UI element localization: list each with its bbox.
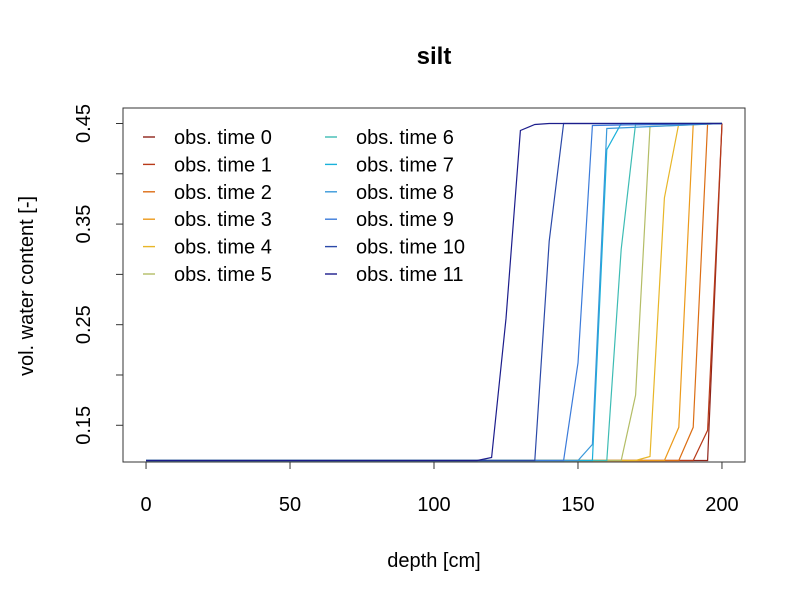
legend-label: obs. time 9: [356, 209, 454, 231]
legend-label: obs. time 0: [174, 127, 272, 149]
legend-label: obs. time 5: [174, 264, 272, 286]
legend-label: obs. time 4: [174, 237, 272, 259]
x-tick-label: 50: [279, 494, 301, 516]
legend-label: obs. time 3: [174, 209, 272, 231]
x-tick-label: 0: [140, 494, 151, 516]
y-axis-label: vol. water content [-]: [16, 196, 38, 376]
y-tick-label: 0.25: [73, 305, 95, 344]
legend: obs. time 0 obs. time 1 obs. time 2 obs. ti…: [143, 127, 465, 286]
chart-title: silt: [417, 43, 452, 70]
legend-label: obs. time 1: [174, 154, 272, 176]
y-axis: 0.15 0.25 0.35 0.45: [73, 104, 124, 445]
series-line-11: [146, 122, 722, 462]
x-axis-label: depth [cm]: [387, 550, 480, 572]
y-tick-label: 0.15: [73, 406, 95, 445]
legend-label: obs. time 7: [356, 154, 454, 176]
legend-label: obs. time 8: [356, 182, 454, 204]
y-tick-label: 0.35: [73, 205, 95, 244]
x-tick-label: 150: [561, 494, 594, 516]
x-tick-label: 200: [705, 494, 738, 516]
legend-label: obs. time 11: [356, 264, 463, 286]
legend-label: obs. time 2: [174, 182, 272, 204]
x-tick-label: 100: [417, 494, 450, 516]
legend-label: obs. time 6: [356, 127, 454, 149]
y-tick-label: 0.45: [73, 104, 95, 143]
series-layer: [146, 122, 723, 462]
legend-label: obs. time 10: [356, 237, 465, 259]
x-axis: 0 50 100 150 200: [140, 461, 739, 516]
